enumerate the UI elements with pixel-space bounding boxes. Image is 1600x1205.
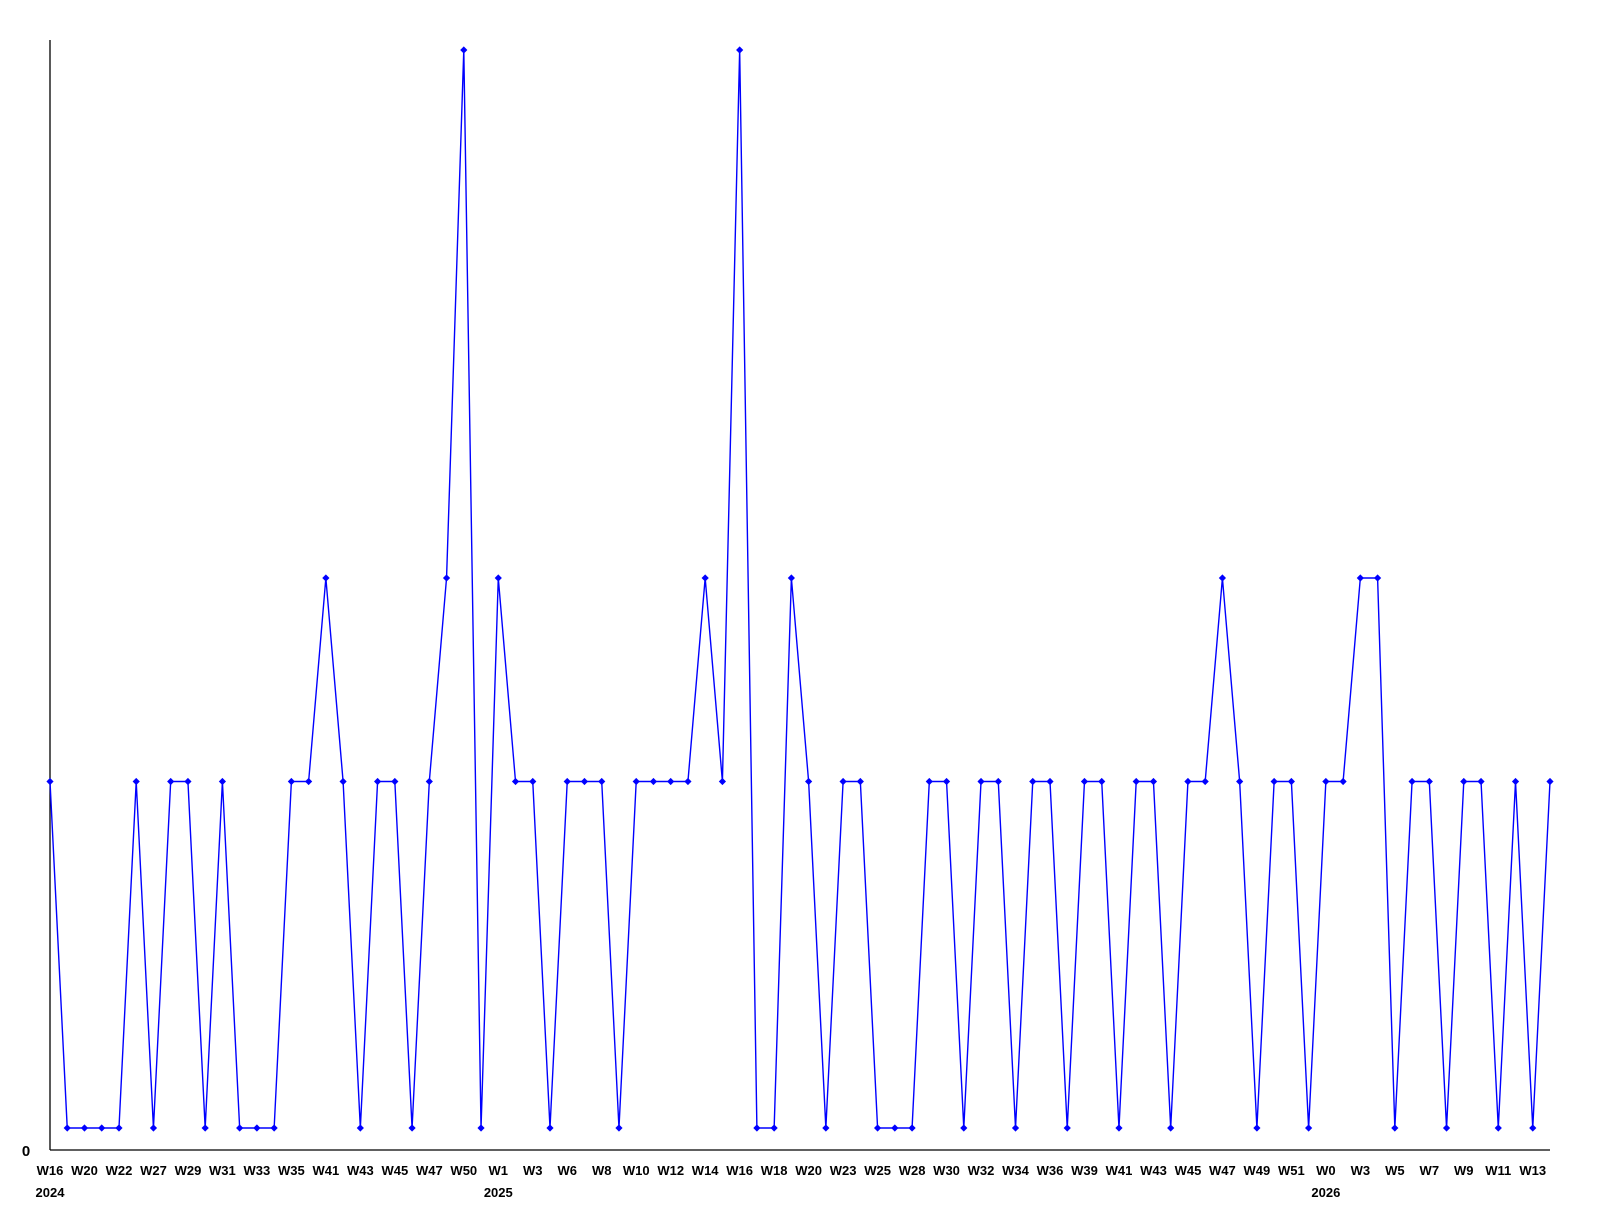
svg-text:W18: W18 [761,1163,788,1178]
svg-text:W29: W29 [175,1163,202,1178]
svg-text:2024: 2024 [36,1185,66,1200]
svg-text:W1: W1 [489,1163,509,1178]
svg-text:W39: W39 [1071,1163,1098,1178]
svg-text:W47: W47 [416,1163,443,1178]
svg-text:W51: W51 [1278,1163,1305,1178]
svg-text:W33: W33 [244,1163,271,1178]
svg-text:W10: W10 [623,1163,650,1178]
svg-text:W8: W8 [592,1163,612,1178]
svg-text:W25: W25 [864,1163,891,1178]
svg-text:2026: 2026 [1311,1185,1340,1200]
svg-text:W20: W20 [71,1163,98,1178]
svg-text:0: 0 [22,1143,30,1160]
svg-text:W47: W47 [1209,1163,1236,1178]
svg-text:W0: W0 [1316,1163,1336,1178]
svg-text:2025: 2025 [484,1185,513,1200]
svg-text:W14: W14 [692,1163,720,1178]
svg-text:W11: W11 [1485,1163,1511,1178]
svg-text:W9: W9 [1454,1163,1474,1178]
svg-text:W22: W22 [106,1163,133,1178]
svg-text:W32: W32 [968,1163,995,1178]
svg-text:W50: W50 [450,1163,477,1178]
svg-text:W31: W31 [209,1163,236,1178]
svg-text:W12: W12 [657,1163,684,1178]
svg-text:W20: W20 [795,1163,822,1178]
svg-text:W43: W43 [347,1163,374,1178]
svg-text:W27: W27 [140,1163,167,1178]
svg-text:W35: W35 [278,1163,305,1178]
svg-text:W49: W49 [1244,1163,1271,1178]
svg-text:W43: W43 [1140,1163,1167,1178]
svg-text:W28: W28 [899,1163,926,1178]
svg-text:W3: W3 [523,1163,543,1178]
svg-text:W45: W45 [381,1163,408,1178]
svg-text:W5: W5 [1385,1163,1405,1178]
svg-text:W34: W34 [1002,1163,1030,1178]
svg-text:W6: W6 [557,1163,577,1178]
svg-text:W41: W41 [1106,1163,1133,1178]
svg-text:W16: W16 [37,1163,64,1178]
svg-text:W45: W45 [1175,1163,1202,1178]
svg-text:W36: W36 [1037,1163,1064,1178]
svg-text:W30: W30 [933,1163,960,1178]
svg-text:W13: W13 [1519,1163,1546,1178]
svg-text:W3: W3 [1351,1163,1371,1178]
svg-text:W23: W23 [830,1163,857,1178]
svg-text:W16: W16 [726,1163,753,1178]
svg-text:W7: W7 [1420,1163,1440,1178]
svg-text:W41: W41 [312,1163,339,1178]
